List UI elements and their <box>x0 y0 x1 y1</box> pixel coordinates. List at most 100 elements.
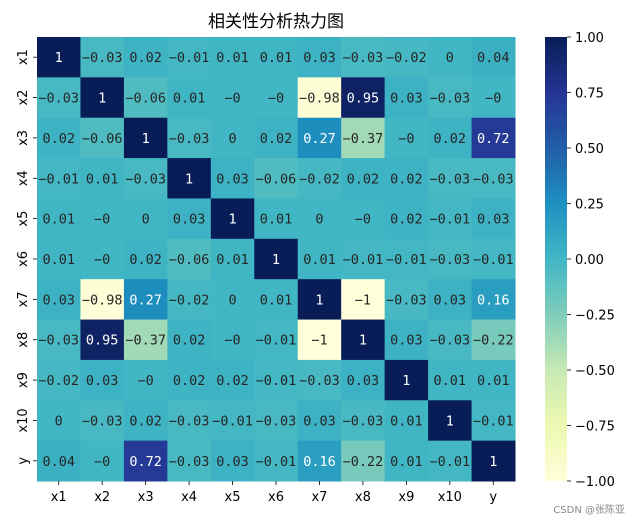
cell-value-label: 0.02 <box>42 131 75 147</box>
heatmap-cell-x3-x9 <box>384 117 429 159</box>
cell-value-label: 0.02 <box>434 131 467 147</box>
cell-value-label: 0.03 <box>86 373 119 389</box>
heatmap-cell-x4-x9 <box>384 158 429 199</box>
cell-value-label: −0 <box>94 454 110 470</box>
cell-value-label: 0.01 <box>86 171 119 187</box>
cell-value-label: −0.98 <box>82 292 123 308</box>
cell-value-label: −0.06 <box>125 91 166 107</box>
cell-value-label: 0.04 <box>477 50 510 66</box>
cell-value-label: 0.03 <box>42 292 75 308</box>
cell-value-label: −0.03 <box>386 292 427 308</box>
y-tick-label: x6 <box>16 251 31 267</box>
heatmap-cell-x4-x7 <box>297 158 342 199</box>
cell-value-label: −0.03 <box>38 91 79 107</box>
heatmap-cell-x4-x2 <box>80 158 125 199</box>
heatmap-cell-x4-x1 <box>37 158 81 199</box>
heatmap-cell-x9-x4 <box>167 359 212 401</box>
heatmap-cell-x9-x2 <box>80 359 125 401</box>
cell-value-label: −0.03 <box>169 131 210 147</box>
colorbar-tick-label: 1.00 <box>575 31 604 46</box>
heatmap-cell-x3-x3 <box>123 117 168 159</box>
x-tick-label: x6 <box>268 490 284 505</box>
heatmap-cell-x5-x7 <box>297 198 342 240</box>
cell-value-label: 1 <box>185 171 193 187</box>
heatmap-cell-x1-y <box>471 37 516 78</box>
x-tick-label: x10 <box>438 490 462 505</box>
heatmap-cell-x2-x8 <box>341 77 386 119</box>
colorbar-tick-label: 0.00 <box>575 253 604 268</box>
cell-value-label: −0.01 <box>256 333 297 349</box>
colorbar-tick-label: −0.25 <box>575 309 615 324</box>
x-tick-label: x2 <box>94 490 110 505</box>
heatmap-cell-x5-x5 <box>210 198 255 240</box>
cell-value-label: −0.03 <box>38 333 79 349</box>
heatmap-cell-x10-y <box>471 400 516 442</box>
cell-value-label: −0.06 <box>82 131 123 147</box>
heatmap-cell-x9-x7 <box>297 359 342 401</box>
cell-value-label: 0.27 <box>303 131 336 147</box>
heatmap-cell-x3-x8 <box>341 117 386 159</box>
cell-value-label: 0.01 <box>216 252 249 268</box>
heatmap-cell-x9-x9 <box>384 359 429 401</box>
heatmap-cell-x6-x8 <box>341 238 386 280</box>
heatmap-cell-x1-x1 <box>37 37 81 78</box>
cell-value-label: −0.03 <box>169 413 210 429</box>
heatmap-cell-x7-x6 <box>254 279 299 321</box>
colorbar-tick-label: −0.50 <box>575 364 615 379</box>
heatmap-cell-x8-x9 <box>384 319 429 361</box>
cell-value-label: 0.02 <box>390 171 423 187</box>
heatmap-cell-x8-y <box>471 319 516 361</box>
heatmap-cell-x5-x9 <box>384 198 429 240</box>
heatmap-cell-x4-x3 <box>123 158 168 199</box>
y-tick-label: x10 <box>16 408 31 432</box>
cell-value-label: 0.03 <box>216 171 249 187</box>
heatmap-cell-x5-x8 <box>341 198 386 240</box>
cell-value-label: 0.01 <box>42 252 75 268</box>
heatmap-cell-x3-y <box>471 117 516 159</box>
cell-value-label: −1 <box>311 333 327 349</box>
heatmap-cell-x10-x9 <box>384 400 429 442</box>
heatmap-cell-x9-x10 <box>428 359 473 401</box>
heatmap-cell-x9-x5 <box>210 359 255 401</box>
cell-value-label: 1 <box>489 454 497 470</box>
heatmap-cell-y-x2 <box>80 440 125 482</box>
cell-value-label: 0.01 <box>260 50 293 66</box>
heatmap-cell-x7-x2 <box>80 279 125 321</box>
heatmap-cell-x7-x8 <box>341 279 386 321</box>
cell-value-label: 0.02 <box>260 131 293 147</box>
heatmap-cell-x6-y <box>471 238 516 280</box>
cell-value-label: 0.01 <box>434 373 467 389</box>
cell-value-label: 0.72 <box>477 131 510 147</box>
cell-value-label: −0.02 <box>169 292 210 308</box>
heatmap-cell-x2-x6 <box>254 77 299 119</box>
y-tick-label: x9 <box>16 372 31 388</box>
heatmap-cell-x6-x9 <box>384 238 429 280</box>
cell-value-label: 1 <box>359 333 367 349</box>
heatmap-cell-x10-x4 <box>167 400 212 442</box>
cell-value-label: −0.02 <box>386 50 427 66</box>
cell-value-label: 0.02 <box>173 373 206 389</box>
cell-value-label: −0.02 <box>299 171 340 187</box>
cell-value-label: 0.02 <box>216 373 249 389</box>
cell-value-label: 1 <box>446 413 454 429</box>
cell-value-label: −0 <box>268 91 284 107</box>
heatmap-cell-x1-x5 <box>210 37 255 78</box>
colorbar-tick-label: −0.75 <box>575 420 615 435</box>
cell-value-label: −0.03 <box>473 171 514 187</box>
cell-value-label: −0 <box>224 91 240 107</box>
heatmap-cell-y-x4 <box>167 440 212 482</box>
cell-value-label: 0 <box>315 212 323 228</box>
heatmap-cell-x5-x3 <box>123 198 168 240</box>
heatmap-cell-y-x9 <box>384 440 429 482</box>
heatmap-cell-x3-x5 <box>210 117 255 159</box>
cell-value-label: −0.03 <box>125 171 166 187</box>
y-tick-label: x4 <box>16 170 31 186</box>
cell-value-label: −0.03 <box>343 50 384 66</box>
heatmap-cell-x1-x10 <box>428 37 473 78</box>
cell-value-label: 0.95 <box>347 91 380 107</box>
cell-value-label: 0.95 <box>86 333 119 349</box>
cell-value-label: −0.01 <box>429 212 470 228</box>
heatmap-cell-x1-x6 <box>254 37 299 78</box>
heatmap-cell-x1-x4 <box>167 37 212 78</box>
heatmap-cell-x4-x5 <box>210 158 255 199</box>
